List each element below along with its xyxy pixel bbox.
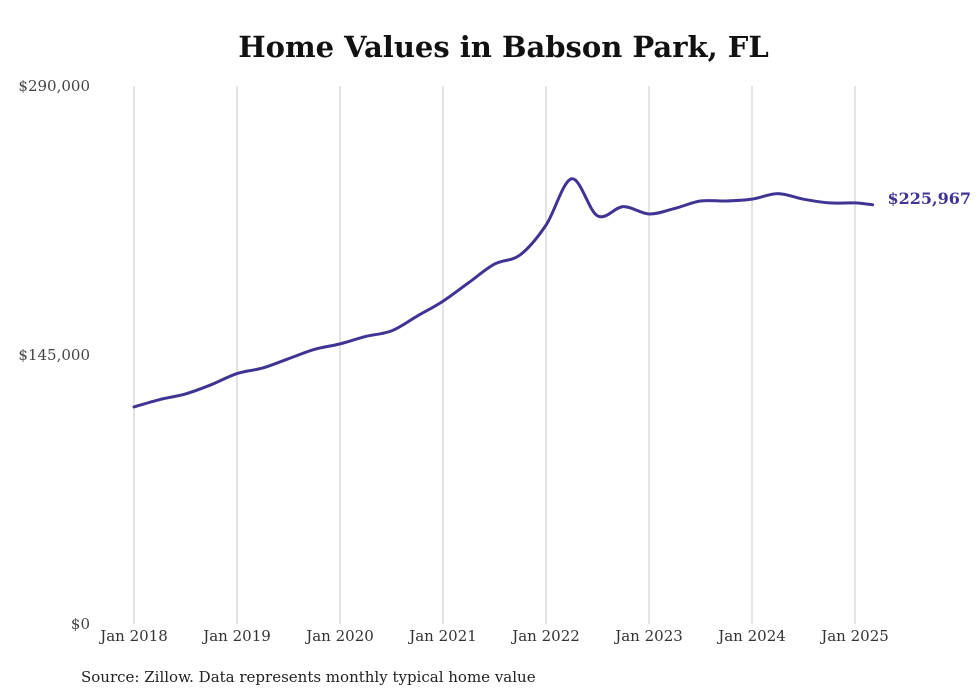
series-end-label: $225,967 — [888, 189, 972, 208]
source-note: Source: Zillow. Data represents monthly … — [81, 668, 536, 686]
x-axis-ticks: Jan 2018 Jan 2019 Jan 2020 Jan 2021 Jan 2022… — [98, 627, 889, 645]
series-line-0 — [132, 177, 875, 409]
y-tick-label: $0 — [71, 615, 90, 633]
chart-title: Home Values in Babson Park, FL — [238, 30, 769, 64]
x-tick-label: Jan 2019 — [201, 627, 271, 645]
x-tick-label: Jan 2018 — [98, 627, 168, 645]
y-tick-label: $145,000 — [18, 346, 90, 364]
grid-lines — [133, 86, 856, 624]
x-tick-label: Jan 2023 — [613, 627, 683, 645]
x-tick-label: Jan 2024 — [716, 627, 786, 645]
x-tick-label: Jan 2020 — [304, 627, 374, 645]
series-lines: $225,967 — [132, 177, 972, 409]
y-tick-label: $290,000 — [18, 77, 90, 95]
y-axis-ticks: $0 $145,000 $290,000 — [18, 77, 90, 633]
x-tick-label: Jan 2022 — [510, 627, 580, 645]
x-tick-label: Jan 2021 — [407, 627, 477, 645]
x-tick-label: Jan 2025 — [819, 627, 889, 645]
